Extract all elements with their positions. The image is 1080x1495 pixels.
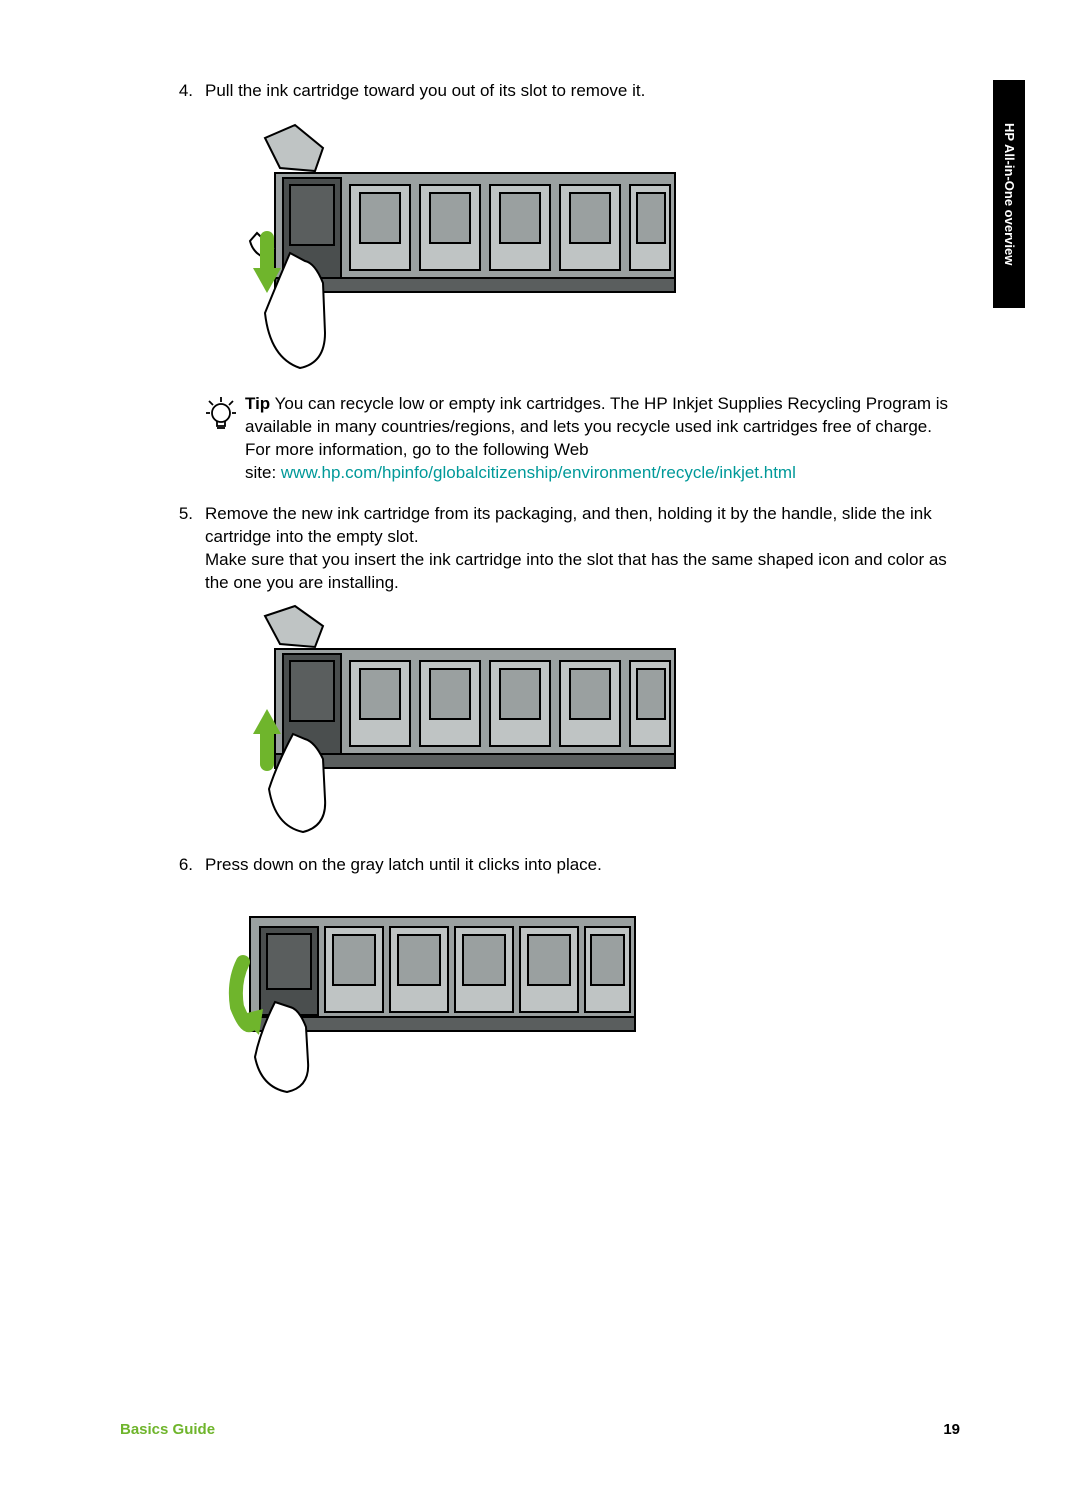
step-5-num: 5. <box>170 503 205 595</box>
tip-body: Tip You can recycle low or empty ink car… <box>245 393 960 485</box>
tip-label: Tip <box>245 394 270 413</box>
section-tab: HP All-in-One overview <box>993 80 1025 308</box>
footer-guide-label: Basics Guide <box>120 1420 215 1440</box>
recycle-link[interactable]: www.hp.com/hpinfo/globalcitizenship/envi… <box>281 463 796 482</box>
page: HP All-in-One overview 4. Pull the ink c… <box>0 0 1080 1495</box>
tip-text-a: You can recycle low or empty ink cartrid… <box>245 394 948 459</box>
step-4-num: 4. <box>170 80 205 103</box>
illustration-press-latch <box>205 887 645 1097</box>
illustration-remove-cartridge <box>205 113 685 373</box>
step-6: 6. Press down on the gray latch until it… <box>170 854 960 877</box>
page-number: 19 <box>943 1420 960 1440</box>
tip-text-b: site: <box>245 463 281 482</box>
step-4: 4. Pull the ink cartridge toward you out… <box>170 80 960 103</box>
step-5-body: Remove the new ink cartridge from its pa… <box>205 503 960 595</box>
tip-block: Tip You can recycle low or empty ink car… <box>205 393 960 485</box>
illustration-insert-cartridge <box>205 604 685 834</box>
step-5-line2: Make sure that you insert the ink cartri… <box>205 549 960 595</box>
step-6-text: Press down on the gray latch until it cl… <box>205 854 960 877</box>
step-6-num: 6. <box>170 854 205 877</box>
step-5-line1: Remove the new ink cartridge from its pa… <box>205 503 960 549</box>
lightbulb-icon <box>205 393 245 485</box>
page-footer: Basics Guide 19 <box>120 1420 960 1440</box>
step-5: 5. Remove the new ink cartridge from its… <box>170 503 960 595</box>
step-4-text: Pull the ink cartridge toward you out of… <box>205 80 960 103</box>
